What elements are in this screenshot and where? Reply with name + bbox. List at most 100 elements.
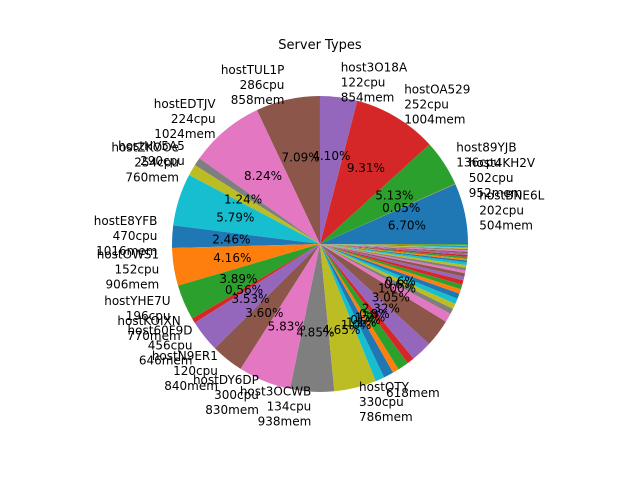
- slice-label-mem: 646mem: [139, 353, 193, 367]
- pie-slice: [320, 144, 456, 244]
- slice-label-cpu: 152cpu: [114, 262, 159, 276]
- pie-slice: [194, 244, 320, 349]
- slice-label-name: hostKOIXN: [117, 314, 180, 328]
- pie-slice: [320, 244, 468, 256]
- slice-percentage: 5.79%: [216, 210, 254, 224]
- slice-label-name: hostOTY: [359, 380, 410, 394]
- slice-percentage: 9.31%: [347, 161, 385, 175]
- slice-label-cpu: 136cpu: [456, 156, 501, 170]
- pie-slice: [177, 244, 320, 319]
- pie-slice: [194, 158, 320, 244]
- pie-slice: [320, 244, 468, 261]
- slice-label-cpu: 224cpu: [171, 112, 216, 126]
- slice-percentage: 2.46%: [212, 233, 250, 247]
- chart-title: Server Types: [278, 38, 362, 53]
- pie-slice: [320, 244, 463, 290]
- pie-slice: [320, 244, 460, 299]
- slice-label-name: hostHV5A5: [118, 139, 185, 153]
- slice-label-name: hostN9ER1: [152, 349, 218, 363]
- slice-label-name: hostE8YFB: [94, 214, 158, 228]
- slice-label-mem: 504mem: [479, 218, 533, 232]
- pie-slice: [320, 244, 456, 309]
- slice-label-cpu: 122cpu: [341, 76, 386, 90]
- slice-percentage: 1.1%: [346, 316, 377, 330]
- pie-slice: [320, 244, 399, 373]
- pie-slice: [320, 244, 465, 281]
- pie-slice: [214, 244, 320, 369]
- slice-label-cpu: 120cpu: [173, 364, 218, 378]
- slice-label-cpu: 470cpu: [113, 229, 158, 243]
- slice-label-name: host60F9D: [128, 323, 193, 337]
- slice-label-mem: 786mem: [359, 410, 413, 424]
- pie-slice: [320, 244, 468, 252]
- pie-slice: [192, 244, 320, 323]
- slice-percentage: 3.05%: [372, 291, 410, 305]
- slice-label-cpu: 502cpu: [469, 171, 514, 185]
- slice-percentage: 8.24%: [244, 169, 282, 183]
- slice-label-cpu: 202cpu: [479, 203, 524, 217]
- slice-percentage: 4.10%: [312, 149, 350, 163]
- slice-label-cpu: 300cpu: [214, 388, 259, 402]
- slice-percentage: 1.00%: [378, 281, 416, 295]
- pie-slice: [320, 244, 468, 248]
- slice-label-name: hostYHE7U: [104, 294, 170, 308]
- slice-label-name: hostEDTJV: [154, 97, 217, 111]
- slice-label-mem: 858mem: [231, 93, 285, 107]
- percentage-labels: 6.70% 0.05%5.13% 9.31%4.10%7.09%8.24% 1.24%…: [212, 149, 426, 340]
- pie-slice: [320, 244, 468, 246]
- pie-slice: [319, 96, 358, 244]
- pie-slice: [320, 100, 430, 245]
- slice-label-mem: 854mem: [341, 91, 395, 105]
- pie-slice: [320, 184, 468, 244]
- pie-slice: [320, 244, 468, 263]
- slice-label-cpu: 456cpu: [148, 338, 193, 352]
- slice-label-cpu: 252cpu: [404, 98, 449, 112]
- pie-slice: [320, 244, 458, 304]
- pie-slice: [320, 244, 467, 271]
- slice-label-mem: 840mem: [164, 379, 218, 393]
- slice-label-mem: 906mem: [106, 277, 160, 291]
- slice-percentage: 0.8%: [359, 307, 390, 321]
- pie-slice: [320, 244, 446, 345]
- pie-slice: [320, 244, 468, 257]
- slice-percentage: 6.70%: [388, 219, 426, 233]
- slice-percentage: 5.13%: [375, 188, 413, 202]
- slice-percentage: 0.05%: [382, 201, 420, 215]
- pie-slice: [320, 244, 464, 285]
- slice-percentage: 1.24%: [224, 193, 262, 207]
- pie-slice: [320, 244, 408, 370]
- pie-slice: [320, 244, 385, 382]
- pie-slice: [256, 96, 320, 244]
- pie-slice: [320, 244, 467, 268]
- slice-label-name: host3OCWB: [240, 385, 311, 399]
- slice-label-name: hostZKOOe: [111, 141, 179, 155]
- pie-slice: [320, 244, 454, 314]
- slice-label-mem: 952mem: [469, 186, 523, 200]
- pie-slice: [320, 244, 468, 254]
- pie-slice: [320, 244, 394, 378]
- pie-slice: [320, 244, 468, 247]
- slice-label-mem: 938mem: [258, 415, 312, 429]
- slice-label-mem: 1024mem: [154, 127, 215, 141]
- pie-slice: [172, 244, 320, 286]
- slice-label-cpu: 330cpu: [359, 395, 404, 409]
- slice-percentage: 4.65%: [322, 323, 360, 337]
- slice-label-mem: 618mem: [386, 386, 440, 400]
- slice-label-name: hostOA529: [404, 83, 470, 97]
- pie-slice: [199, 110, 320, 244]
- slice-label-cpu: 286cpu: [240, 78, 285, 92]
- pie-slice: [320, 244, 466, 274]
- pie-slice: [320, 244, 451, 322]
- pie-slice: [320, 244, 468, 259]
- pie-slice: [320, 244, 461, 294]
- slice-percentage: 1.0%: [341, 318, 372, 332]
- slice-label-cpu: 134cpu: [267, 400, 312, 414]
- slice-percentage: 0.7%: [350, 313, 381, 327]
- pie-slice: [320, 244, 430, 359]
- slice-percentage: 5.83%: [268, 319, 306, 333]
- pie-slice: [173, 174, 320, 244]
- pie-slice: [320, 244, 414, 364]
- slice-label-mem: 830mem: [205, 403, 259, 417]
